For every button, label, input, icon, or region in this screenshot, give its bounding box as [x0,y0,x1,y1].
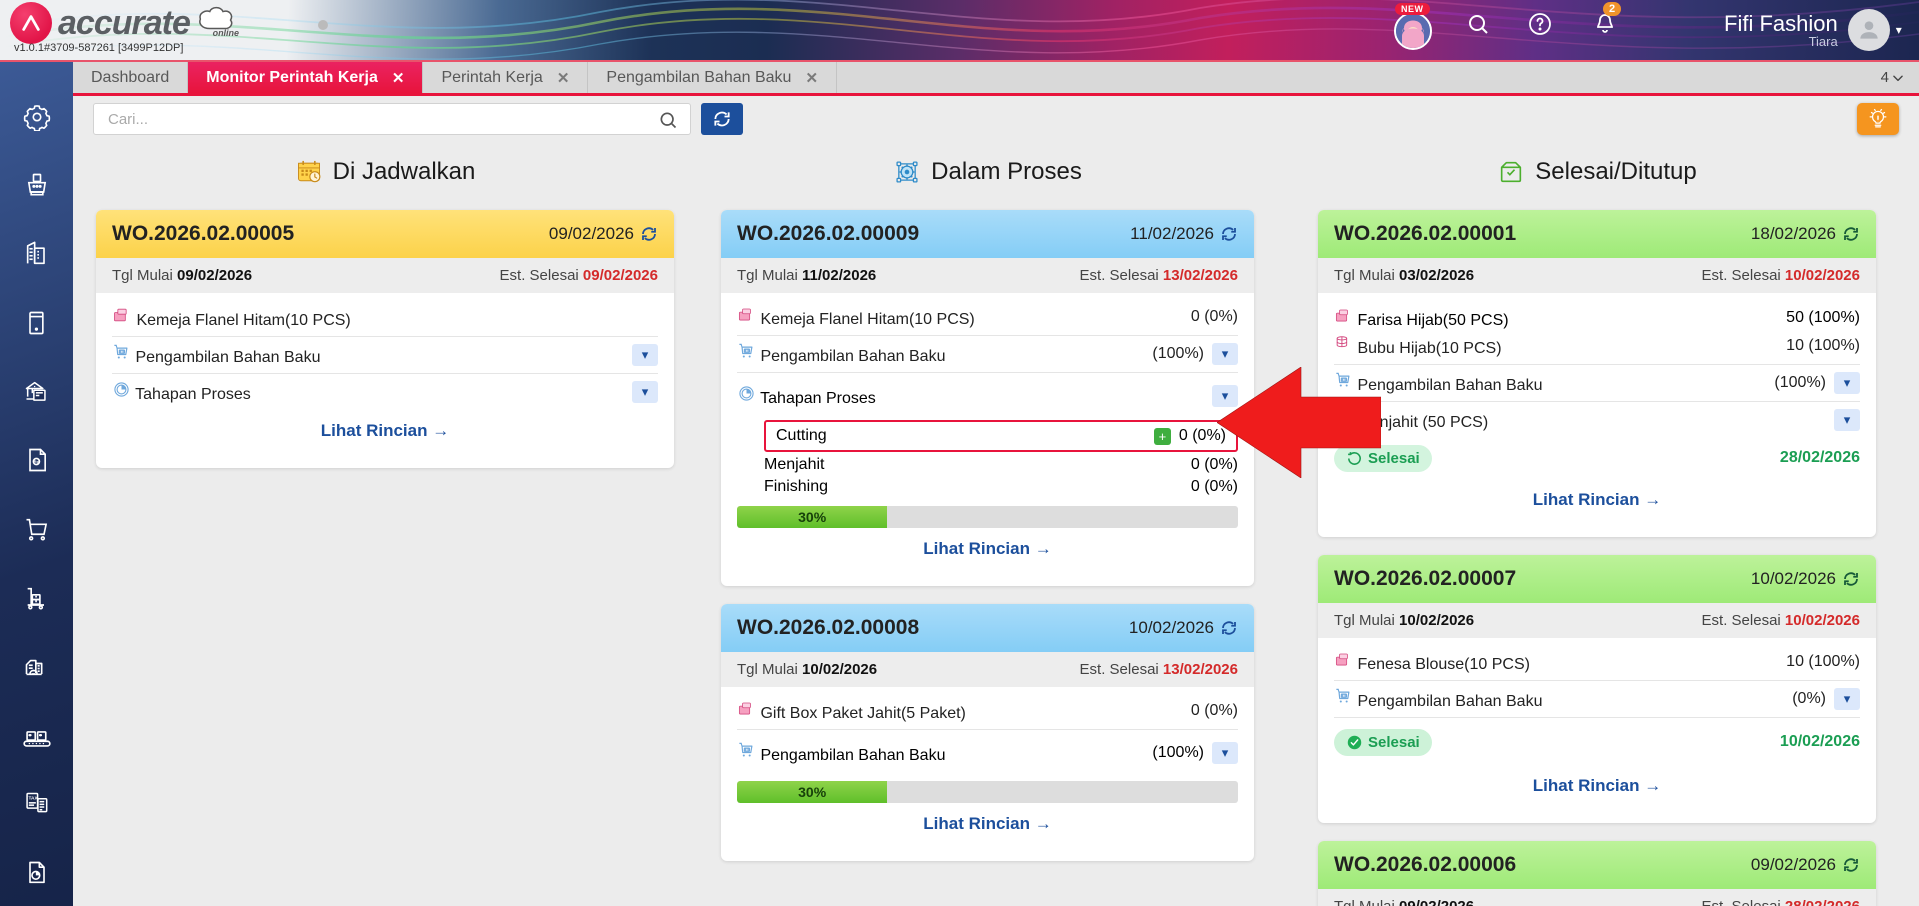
svg-text:TAX: TAX [28,796,38,802]
svg-text:Rp: Rp [34,459,40,464]
